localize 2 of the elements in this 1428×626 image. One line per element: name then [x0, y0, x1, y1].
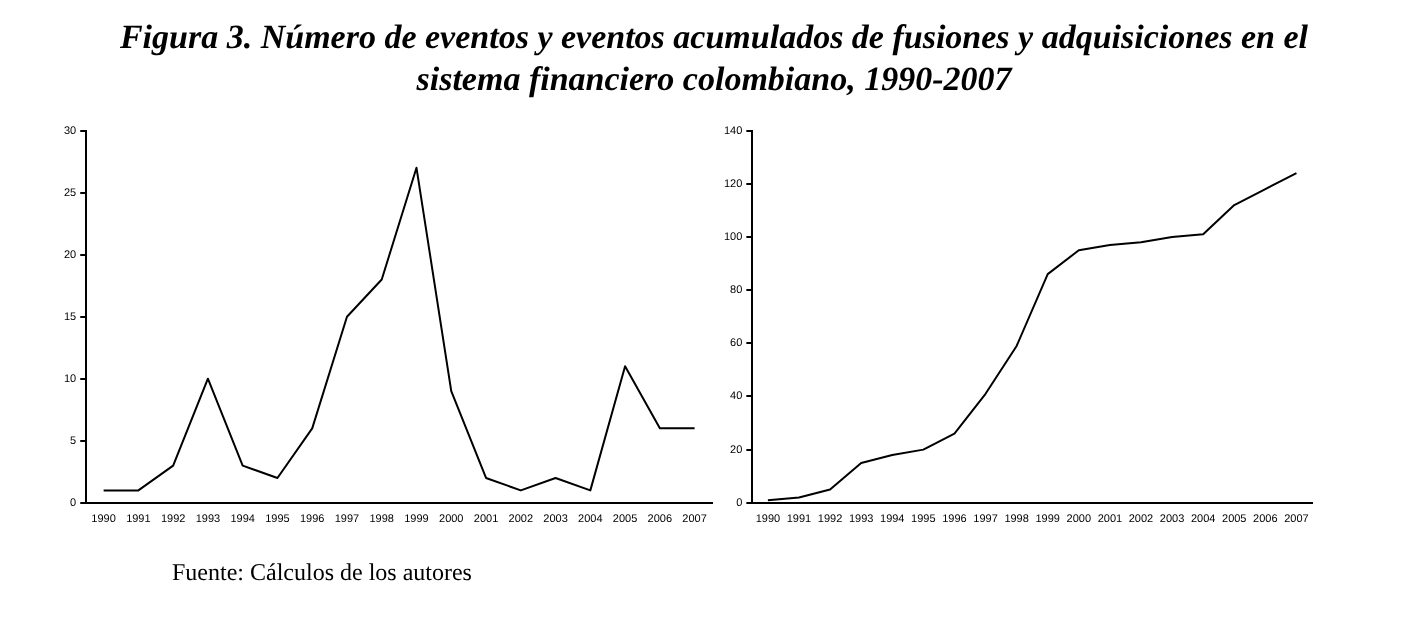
chart-title: Figura 3. Número de eventos y eventos acumulados de fusiones y adquisiciones en el sistema financiero colombiano, 1990-2007	[117, 16, 1311, 100]
source-note: Fuente: Cálculos de los autores	[172, 558, 474, 588]
